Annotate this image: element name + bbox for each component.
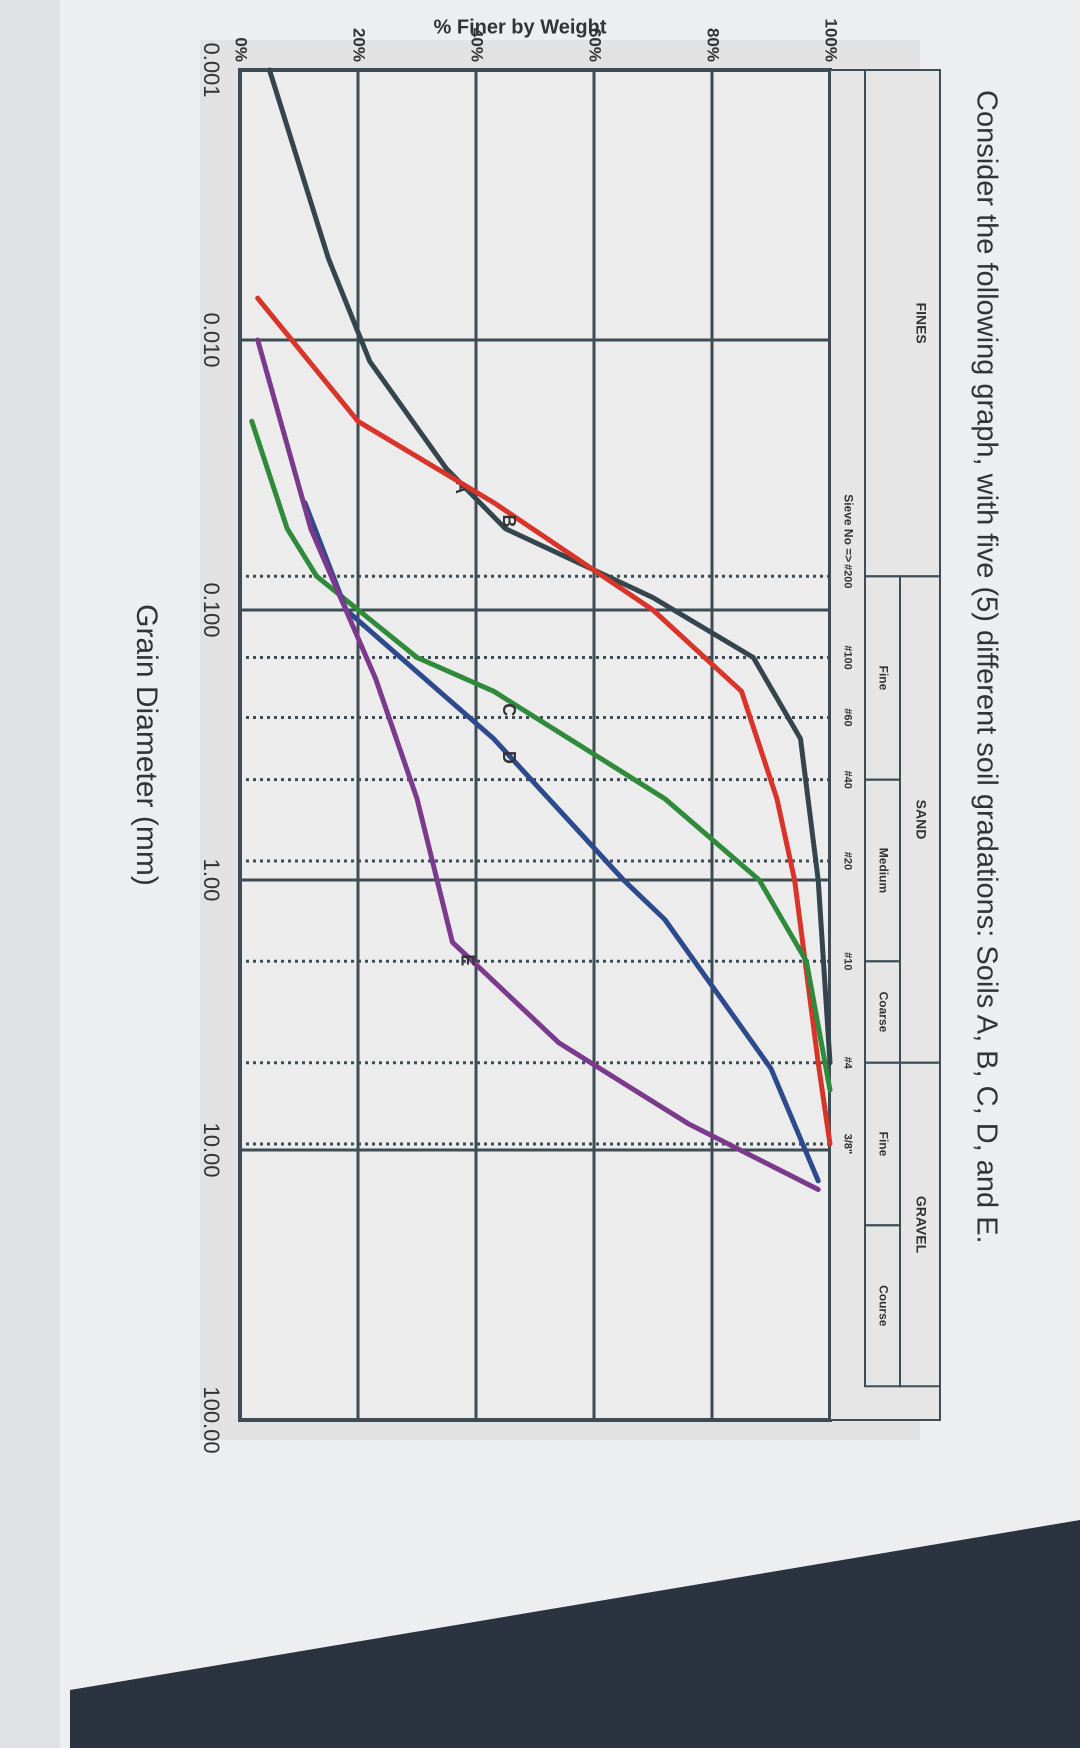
x-tick-label: 0.100 (199, 582, 224, 637)
class-label: FINES (913, 303, 929, 344)
subclass-label: Course (876, 1285, 890, 1327)
x-tick-label: 100.00 (199, 1386, 224, 1453)
curve-label: E (458, 954, 478, 966)
y-axis-title: % Finer by Weight (434, 16, 607, 38)
sieve-label: 3/8" (842, 1134, 854, 1155)
y-tick-label: 80% (704, 28, 723, 62)
y-tick-label: 40% (468, 28, 487, 62)
plot-area (238, 68, 832, 1422)
curve-label: D (499, 751, 519, 764)
sieve-label: #10 (842, 952, 854, 970)
sieve-label: #4 (842, 1057, 854, 1070)
subclass-label: Medium (876, 848, 890, 893)
gradation-curve (255, 295, 833, 1147)
sieve-caption: Sieve No => (841, 494, 855, 562)
x-tick-label: 10.00 (199, 1122, 224, 1177)
sieve-label: #100 (842, 645, 854, 669)
y-tick-label: 0% (232, 37, 251, 62)
y-tick-label: 100% (822, 19, 841, 62)
x-axis-title: Grain Diameter (mm) (130, 604, 163, 886)
rotated-content: Consider the following graph, with five … (130, 16, 1002, 1453)
question-text: Consider the following graph, with five … (970, 90, 1002, 1244)
sieve-label: #200 (842, 564, 854, 588)
screen-edge (0, 0, 60, 1748)
sieve-label: #20 (842, 852, 854, 870)
x-tick-label: 1.00 (199, 859, 224, 902)
gradation-curve (249, 418, 833, 1093)
sieve-label: #60 (842, 708, 854, 726)
subclass-label: Fine (876, 1132, 890, 1157)
gradation-curve (255, 337, 821, 1192)
x-tick-label: 0.001 (199, 42, 224, 97)
curve-label: B (499, 515, 519, 528)
subclass-label: Fine (876, 666, 890, 691)
class-label: GRAVEL (913, 1196, 929, 1254)
subclass-cell (864, 1224, 901, 1388)
subclass-label: Coarse (876, 992, 890, 1033)
class-label: SAND (913, 800, 929, 840)
y-tick-label: 60% (586, 28, 605, 62)
sieve-label: #40 (842, 770, 854, 788)
curve-label: C (499, 703, 519, 716)
x-tick-label: 0.010 (199, 312, 224, 367)
monitor-bezel (70, 1520, 1080, 1748)
y-tick-label: 20% (350, 28, 369, 62)
